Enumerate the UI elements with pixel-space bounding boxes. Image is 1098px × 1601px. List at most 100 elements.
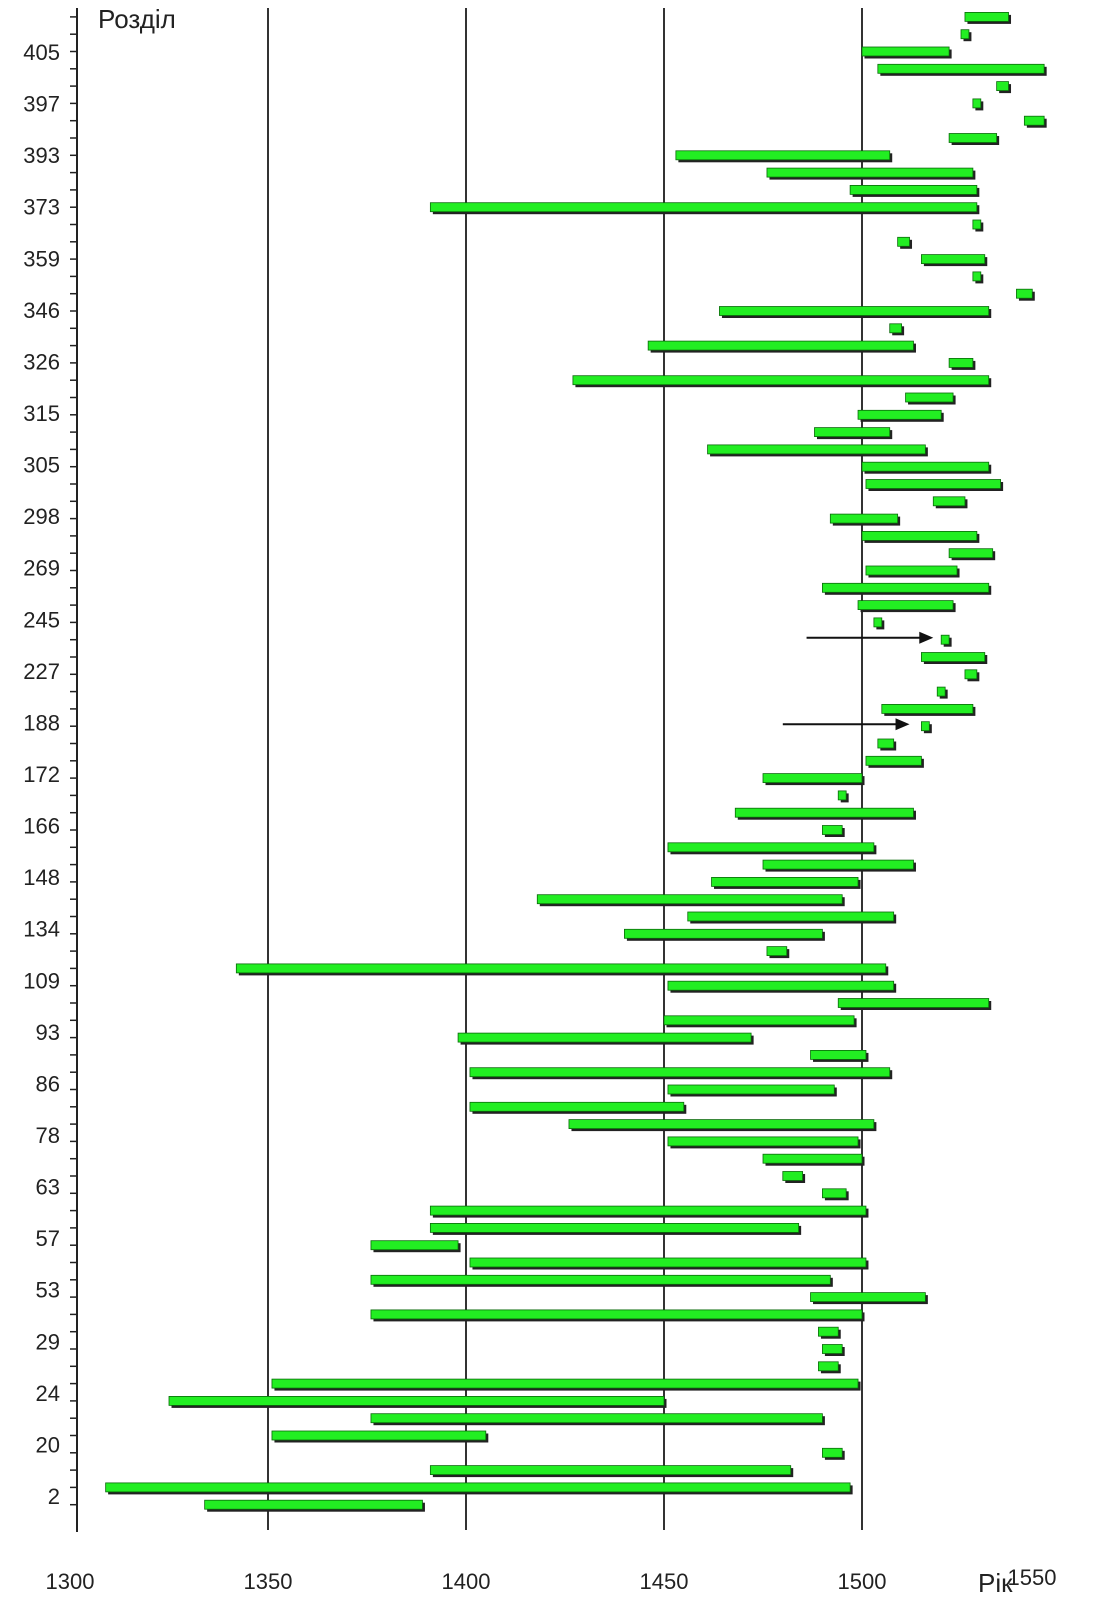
y-tick-label: 326 [23, 349, 60, 374]
x-tick-label-1350: 1350 [244, 1569, 293, 1594]
y-tick-label: 93 [36, 1020, 60, 1045]
y-tick-label: 29 [36, 1329, 60, 1354]
bar [829, 513, 899, 524]
bar [675, 150, 891, 161]
bar [837, 790, 847, 801]
bar [865, 755, 922, 766]
bar [457, 1032, 752, 1043]
bar [972, 271, 982, 282]
bar [469, 1101, 685, 1112]
bar [877, 738, 895, 749]
y-tick-label: 315 [23, 401, 60, 426]
y-tick-label: 109 [23, 968, 60, 993]
bar [837, 998, 990, 1008]
bar [814, 427, 891, 438]
bar [889, 323, 902, 334]
bar [762, 859, 914, 870]
bar [865, 565, 958, 576]
grid-lines [267, 8, 863, 1530]
bar [921, 721, 930, 732]
bar [370, 1413, 823, 1424]
x-tick-label-1300: 1300 [46, 1569, 95, 1594]
bar [857, 409, 942, 420]
bar [897, 236, 910, 247]
bar [948, 548, 994, 559]
y-tick-label: 148 [23, 865, 60, 890]
bar [996, 81, 1009, 91]
bar [711, 877, 859, 887]
bar [667, 1084, 835, 1095]
bar [1023, 115, 1045, 126]
bar [822, 1188, 847, 1199]
bar [707, 444, 926, 455]
bars [105, 11, 1047, 1512]
y-tick-label: 397 [23, 92, 60, 117]
bar [960, 29, 970, 40]
bar [271, 1430, 487, 1441]
bar [948, 133, 998, 143]
bar [881, 704, 974, 714]
bar [1016, 288, 1033, 299]
bar [734, 807, 914, 818]
bar [822, 582, 990, 593]
bar [877, 63, 1045, 74]
bar [105, 1482, 851, 1493]
y-tick-label: 20 [36, 1432, 60, 1457]
bar [719, 306, 990, 316]
bar [572, 375, 990, 386]
bar [271, 1378, 859, 1389]
bar [940, 634, 950, 645]
x-axis-title: Рік [978, 1568, 1013, 1598]
y-tick-label: 2 [48, 1484, 60, 1509]
bar [429, 1223, 800, 1233]
bar [667, 842, 875, 853]
bar [667, 980, 895, 991]
y-tick-label: 405 [23, 40, 60, 65]
y-tick-label: 269 [23, 556, 60, 581]
y-tick-labels: 405 397 393 373 359 346 326 315 305 298 269 245 227 1… [23, 40, 60, 1509]
bar [948, 357, 974, 368]
bar [568, 1119, 875, 1129]
bar [936, 686, 946, 697]
x-tick-label-1400: 1400 [442, 1569, 491, 1594]
y-tick-label: 63 [36, 1175, 60, 1200]
x-tick-label-1450: 1450 [640, 1569, 689, 1594]
x-tick-labels: 1300 1350 1400 1450 1500 1550 [46, 1565, 1057, 1594]
bar [469, 1067, 891, 1078]
bar [861, 461, 990, 472]
bar [766, 946, 788, 956]
y-tick-label: 24 [36, 1381, 60, 1406]
y-axis-title: Розділ [98, 4, 176, 34]
bar [921, 254, 986, 265]
y-tick-label: 227 [23, 659, 60, 684]
bar [964, 669, 978, 680]
y-tick-label: 134 [23, 917, 60, 942]
y-tick-label: 53 [36, 1278, 60, 1303]
bar [822, 1344, 843, 1354]
bar [429, 1205, 867, 1216]
bar [766, 167, 974, 178]
y-tick-label: 78 [36, 1123, 60, 1148]
y-tick-label: 245 [23, 607, 60, 632]
bar [663, 1015, 855, 1026]
y-tick-label: 393 [23, 143, 60, 168]
bar [810, 1050, 867, 1060]
bar [370, 1240, 459, 1251]
bar [429, 202, 978, 213]
bar [235, 963, 887, 974]
x-tick-label-1550: 1550 [1008, 1565, 1057, 1590]
bar [818, 1361, 839, 1372]
bar [762, 773, 863, 783]
bar [624, 928, 823, 939]
y-tick-label: 359 [23, 246, 60, 271]
y-tick-label: 305 [23, 453, 60, 478]
bar [857, 600, 954, 610]
bar [849, 184, 978, 195]
bar [370, 1309, 863, 1320]
bar [964, 11, 1009, 22]
annotation-arrowhead-1 [919, 631, 934, 644]
bar [822, 825, 843, 835]
y-tick-label: 166 [23, 814, 60, 839]
bar [921, 652, 986, 662]
y-tick-label: 172 [23, 762, 60, 787]
